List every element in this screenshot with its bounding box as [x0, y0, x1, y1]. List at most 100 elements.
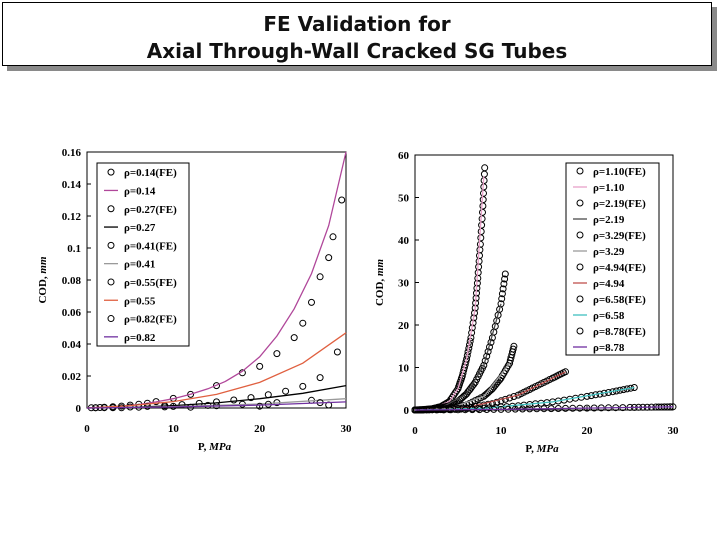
data-point — [479, 208, 486, 216]
data-point — [493, 398, 501, 406]
data-point — [316, 273, 324, 281]
data-point — [316, 374, 324, 382]
series-line — [86, 401, 347, 409]
legend-entry-label: ρ=3.29(FE) — [593, 230, 646, 242]
legend-box — [565, 162, 660, 356]
chart-2: 0 10 20 30 40 50 60 0 10 20 30 P, MPa COD, mm ρ=1.10(… — [374, 150, 679, 455]
y-tick-label: 20 — [398, 320, 410, 332]
data-point — [256, 362, 264, 370]
y-tick-label: 0.16 — [62, 147, 82, 159]
y-tick-label: 0.02 — [62, 371, 82, 383]
data-point — [273, 350, 281, 358]
y-tick-label: 0.14 — [62, 179, 82, 191]
legend-marker-swatch — [576, 263, 584, 271]
legend-entry-label: ρ=8.78(FE) — [593, 326, 646, 338]
data-point — [478, 215, 486, 223]
legend-entry-label: ρ=0.14 — [124, 185, 156, 197]
legend: ρ=1.10(FE) ρ=1.10 ρ=2.19(FE) ρ=2.19 ρ=3.29(F… — [565, 162, 660, 356]
data-point — [498, 295, 506, 303]
legend-entry-label: ρ=0.27 — [124, 222, 156, 234]
legend-entry-label: ρ=1.10(FE) — [593, 166, 646, 178]
data-point — [481, 357, 489, 365]
data-point — [509, 345, 517, 353]
legend-entry-label: ρ=1.10 — [593, 182, 625, 194]
y-tick-label: 40 — [398, 235, 410, 247]
data-point — [476, 240, 484, 248]
data-point — [501, 270, 509, 278]
legend-marker-swatch — [107, 315, 115, 323]
y-tick-label: 60 — [398, 150, 410, 162]
legend-entry-label: ρ=8.78 — [593, 342, 625, 354]
legend-entry-label: ρ=0.14(FE) — [124, 167, 177, 179]
data-point — [476, 252, 483, 260]
title-box: FE Validation for Axial Through-Wall Cra… — [2, 2, 712, 66]
legend-marker-swatch — [576, 295, 584, 303]
data-point — [510, 342, 518, 350]
legend-marker-swatch — [107, 278, 115, 286]
series-line — [414, 406, 674, 411]
data-point — [247, 394, 255, 402]
data-point — [481, 164, 489, 172]
series-8 — [86, 332, 347, 409]
data-point — [213, 382, 220, 390]
legend-entry-label: ρ=3.29 — [593, 246, 625, 258]
y-tick-label: 0 — [404, 405, 410, 417]
y-tick-label: 0.1 — [67, 243, 81, 255]
data-point — [498, 290, 506, 298]
x-axis-label: P, MPa — [198, 441, 232, 453]
y-axis-label: COD, mm — [374, 259, 386, 307]
legend-entry-label: ρ=0.55(FE) — [124, 277, 177, 289]
x-tick-label: 20 — [254, 423, 266, 435]
x-axis-label: P, MPa — [525, 443, 559, 455]
y-tick-label: 10 — [398, 363, 410, 375]
y-tick-label: 0.04 — [62, 339, 82, 351]
data-point — [480, 189, 487, 197]
data-point — [299, 382, 307, 390]
data-point — [256, 402, 264, 410]
legend-entry-label: ρ=2.19(FE) — [593, 198, 646, 210]
data-point — [290, 334, 298, 342]
data-point — [500, 280, 508, 288]
x-tick-label: 0 — [412, 425, 418, 437]
data-point — [497, 300, 505, 308]
data-point — [333, 348, 341, 356]
y-axis-label: COD, mm — [37, 256, 49, 304]
slide-title-line1: FE Validation for — [263, 12, 451, 36]
legend-entry-label: ρ=0.41 — [124, 259, 155, 271]
x-tick-label: 10 — [496, 425, 508, 437]
data-point — [325, 254, 333, 262]
x-tick-label: 0 — [84, 423, 90, 435]
legend-marker-swatch — [576, 327, 584, 335]
data-point — [480, 361, 488, 369]
legend-entry-label: ρ=6.58 — [593, 310, 625, 322]
slide-title-line2: Axial Through-Wall Cracked SG Tubes — [146, 39, 568, 63]
y-tick-label: 0.08 — [62, 275, 82, 287]
legend: ρ=0.14(FE) ρ=0.14 ρ=0.27(FE) ρ=0.27 ρ=0.41(F… — [96, 162, 190, 347]
data-point — [338, 196, 346, 204]
data-point — [329, 233, 337, 241]
data-point — [479, 196, 487, 204]
series-12 — [414, 406, 674, 411]
x-tick-label: 10 — [168, 423, 180, 435]
data-point — [282, 387, 290, 395]
legend-entry-label: ρ=4.94(FE) — [593, 262, 646, 274]
legend-entry-label: ρ=0.82(FE) — [124, 314, 177, 326]
y-tick-label: 0 — [76, 403, 82, 415]
legend-marker-swatch — [107, 205, 115, 213]
x-tick-label: 20 — [582, 425, 594, 437]
y-tick-label: 30 — [398, 278, 410, 290]
legend-entry-label: ρ=0.41(FE) — [124, 240, 177, 252]
data-point — [462, 358, 470, 366]
x-tick-label: 30 — [341, 423, 353, 435]
legend-entry-label: ρ=0.82 — [124, 332, 156, 344]
data-point — [501, 275, 509, 283]
legend-entry-label: ρ=2.19 — [593, 214, 625, 226]
legend-entry-label: ρ=6.58(FE) — [593, 294, 646, 306]
data-point — [479, 202, 487, 210]
data-point — [475, 257, 483, 265]
legend-entry-label: ρ=0.27(FE) — [124, 204, 177, 216]
data-point — [562, 368, 569, 376]
legend-entry-label: ρ=4.94 — [593, 278, 625, 290]
legend-entry-label: ρ=0.55 — [124, 295, 156, 307]
series-line — [86, 332, 347, 409]
